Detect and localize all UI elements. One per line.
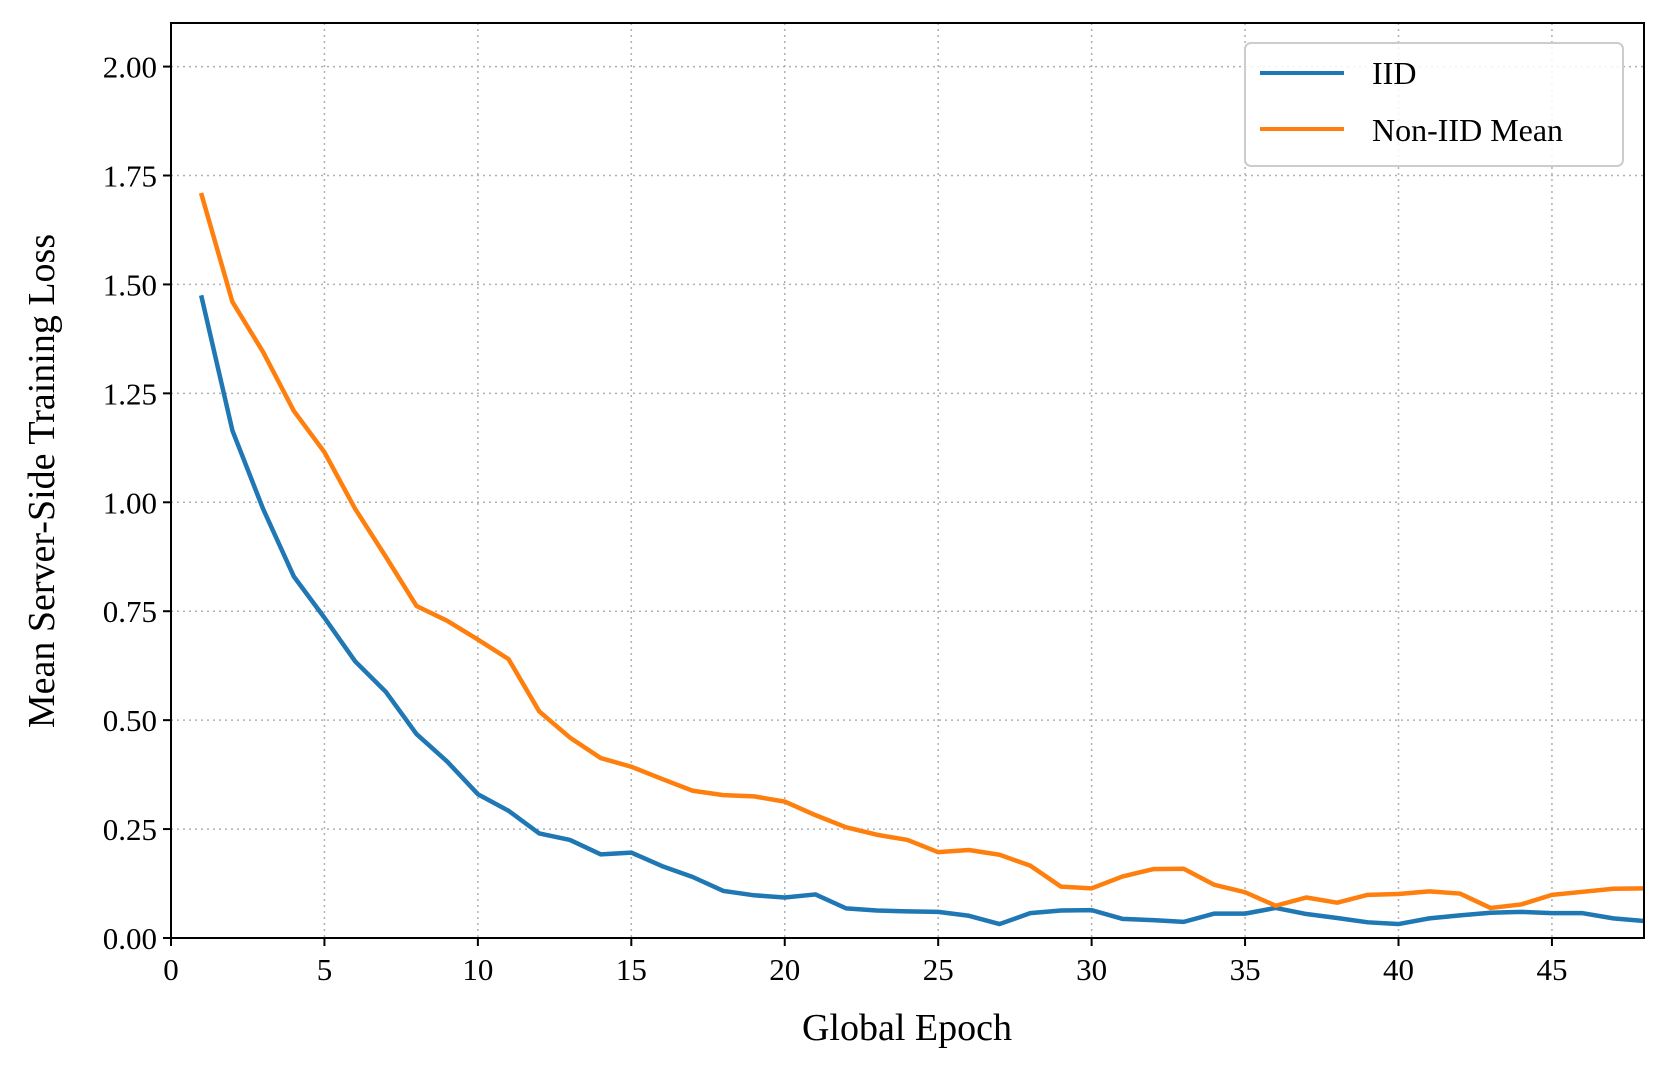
gridlines — [171, 23, 1644, 938]
y-tick-label: 1.75 — [103, 159, 157, 194]
x-axis-title: Global Epoch — [802, 1007, 1012, 1049]
legend: IID Non-IID Mean — [1244, 42, 1624, 167]
x-tick-label: 0 — [163, 952, 179, 987]
series-lines — [198, 192, 1644, 927]
legend-label-non-iid-mean: Non-IID Mean — [1372, 112, 1563, 148]
x-tick-label: 30 — [1076, 952, 1107, 987]
plot-area-frame — [170, 22, 1645, 939]
y-tick-label: 0.25 — [103, 812, 157, 847]
x-axis-ticks: 0 5 10 15 20 25 30 35 40 45 — [163, 938, 1567, 987]
y-axis-ticks: 0.00 0.25 0.50 0.75 1.00 1.25 1.50 1.75 2.00 — [103, 50, 171, 956]
x-tick-label: 10 — [462, 952, 493, 987]
y-tick-label: 1.25 — [103, 376, 157, 411]
y-tick-label: 1.50 — [103, 267, 157, 302]
x-tick-label: 5 — [317, 952, 333, 987]
y-tick-label: 2.00 — [103, 50, 157, 85]
x-tick-label: 25 — [923, 952, 954, 987]
y-tick-label: 0.00 — [103, 921, 157, 956]
x-tick-label: 20 — [769, 952, 800, 987]
y-tick-label: 0.50 — [103, 703, 157, 738]
x-tick-label: 35 — [1230, 952, 1261, 987]
y-axis-title: Mean Server-Side Training Loss — [21, 234, 63, 728]
series-line-non-iid-mean — [198, 192, 1644, 911]
x-tick-label: 45 — [1536, 952, 1567, 987]
series-line-iid — [198, 294, 1644, 927]
x-tick-label: 15 — [616, 952, 647, 987]
x-tick-label: 40 — [1383, 952, 1414, 987]
y-tick-label: 0.75 — [103, 594, 157, 629]
legend-label-iid: IID — [1372, 55, 1416, 91]
y-tick-label: 1.00 — [103, 485, 157, 520]
